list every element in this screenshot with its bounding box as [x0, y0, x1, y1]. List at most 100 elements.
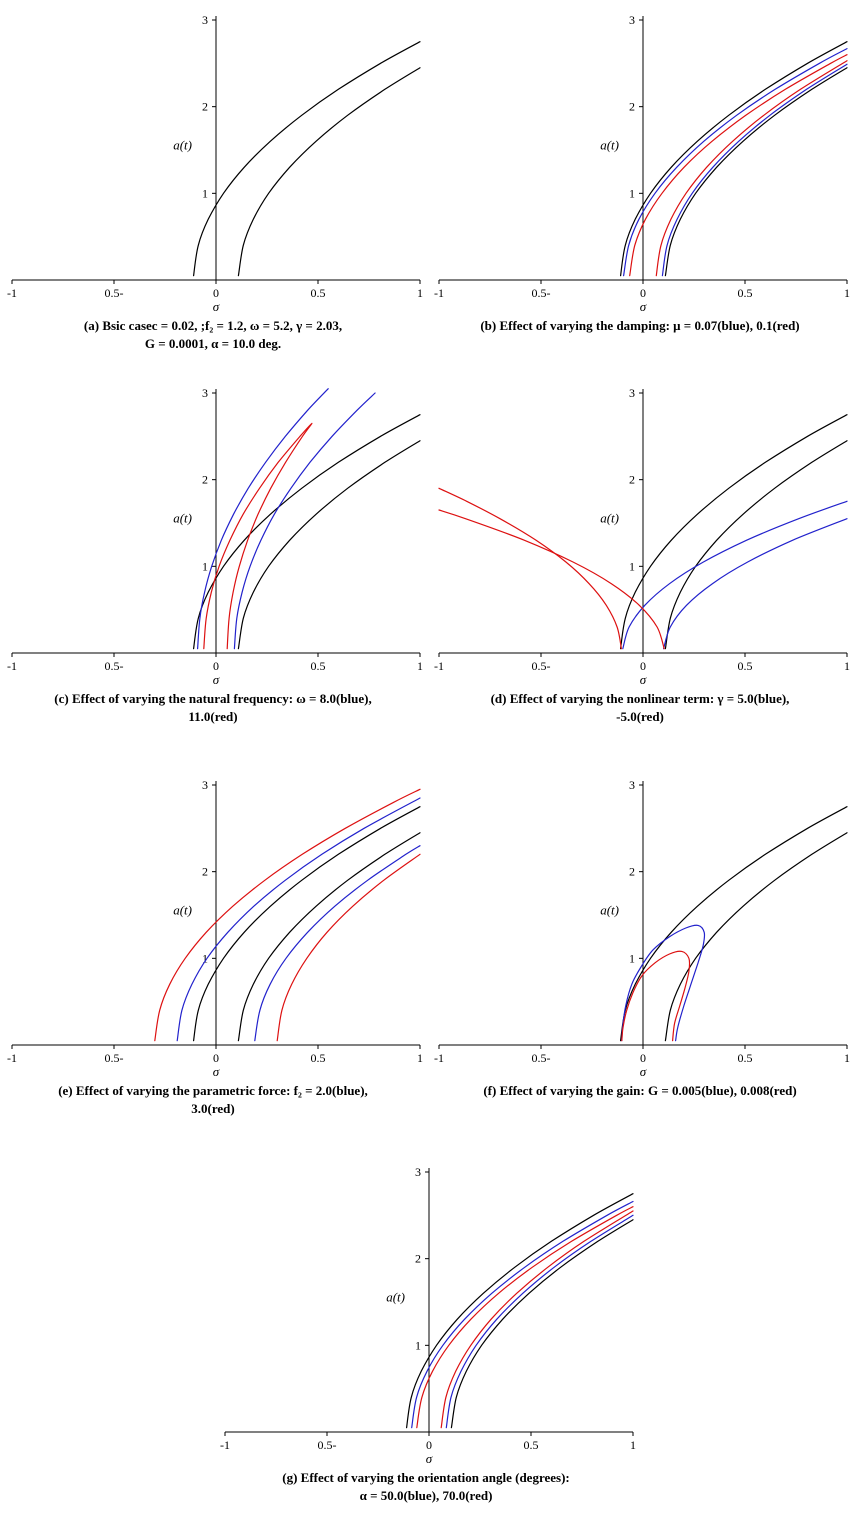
x-tick-label: 0: [213, 659, 219, 673]
y-tick-label: 1: [202, 186, 208, 200]
x-tick-label: 0.5: [311, 286, 326, 300]
y-tick-label: 3: [202, 13, 208, 27]
y-tick-label: 1: [415, 1338, 421, 1352]
curve-basic-left: [406, 1193, 634, 1429]
x-tick-label: 0.5-: [105, 1051, 124, 1065]
x-axis-label: σ: [426, 1451, 433, 1464]
curve-blue-left: [176, 797, 421, 1042]
x-tick-label: 0: [640, 659, 646, 673]
curve-blue-right: [663, 518, 848, 650]
x-axis-label: σ: [213, 672, 220, 685]
x-tick-label: 0.5-: [105, 286, 124, 300]
x-tick-label: 0.5: [738, 286, 753, 300]
curve-basic-right: [237, 440, 421, 650]
plot-caption: (b) Effect of varying the damping: μ = 0…: [427, 317, 853, 335]
figure-nonlinear-term: -1 0.5- 0 0.5 1 1 2 3 σ a(t) (d) Effect of varyin…: [427, 383, 853, 726]
y-axis-label: a(t): [600, 903, 619, 918]
x-tick-label: -1: [7, 659, 17, 673]
y-axis-label: a(t): [600, 511, 619, 526]
x-tick-label: 0.5: [524, 1438, 539, 1452]
x-tick-label: -1: [7, 286, 17, 300]
x-tick-label: 1: [630, 1438, 636, 1452]
y-tick-label: 3: [629, 778, 635, 792]
x-tick-label: 0.5: [738, 1051, 753, 1065]
x-tick-label: 0.5-: [532, 286, 551, 300]
plot-caption: (a) Bsic casec = 0.02, ;f₂ = 1.2, ω = 5.…: [0, 317, 426, 353]
caption-line: (d) Effect of varying the nonlinear term…: [490, 691, 790, 706]
x-tick-label: -1: [220, 1438, 230, 1452]
axis-text: -1 0.5- 0 0.5 1 1 2 3 σ a(t): [434, 13, 850, 312]
caption-line: (g) Effect of varying the orientation an…: [282, 1470, 570, 1485]
curve-red-right: [440, 1210, 634, 1429]
axis-text: -1 0.5- 0 0.5 1 1 2 3 σ a(t): [7, 13, 423, 312]
caption-line: (b) Effect of varying the damping: μ = 0…: [480, 318, 800, 333]
axes: [224, 1168, 634, 1436]
figure-gain: -1 0.5- 0 0.5 1 1 2 3 σ a(t) (f) Effect of varyin…: [427, 775, 853, 1100]
y-tick-label: 1: [629, 559, 635, 573]
axis-text: -1 0.5- 0 0.5 1 1 2 3 σ a(t): [220, 1165, 636, 1464]
x-tick-label: 1: [417, 286, 423, 300]
plot-canvas-nonlinear-term: -1 0.5- 0 0.5 1 1 2 3 σ a(t): [434, 386, 850, 685]
y-tick-label: 2: [629, 865, 635, 879]
figure-damping: -1 0.5- 0 0.5 1 1 2 3 σ a(t) (b) Effect of varyin…: [427, 10, 853, 335]
curve-basic-left: [620, 41, 848, 277]
y-tick-label: 2: [415, 1252, 421, 1266]
y-tick-label: 3: [415, 1165, 421, 1179]
y-axis-label: a(t): [173, 511, 192, 526]
x-tick-label: 1: [844, 286, 850, 300]
caption-line: -5.0(red): [616, 709, 664, 725]
curve-blue-right: [661, 63, 848, 277]
axes: [11, 389, 421, 657]
curve-red-left: [629, 54, 848, 277]
y-axis-label: a(t): [173, 903, 192, 918]
y-tick-label: 2: [629, 473, 635, 487]
curve-red-upper: [438, 487, 622, 650]
y-tick-label: 2: [202, 473, 208, 487]
caption-line: 3.0(red): [191, 1101, 235, 1117]
x-tick-label: 0.5: [311, 1051, 326, 1065]
curve-blue-right: [233, 392, 376, 650]
x-axis-label: σ: [640, 299, 647, 312]
curve-basic-right: [664, 440, 848, 650]
y-tick-label: 2: [629, 100, 635, 114]
axis-text: -1 0.5- 0 0.5 1 1 2 3 σ a(t): [7, 386, 423, 685]
y-tick-label: 2: [202, 865, 208, 879]
x-tick-label: -1: [434, 286, 444, 300]
curve-blue-right: [254, 845, 421, 1042]
x-tick-label: 0.5: [311, 659, 326, 673]
curve-red-loop: [621, 950, 691, 1042]
curve-red-lower: [438, 509, 665, 650]
plot-canvas-parametric-force: -1 0.5- 0 0.5 1 1 2 3 σ a(t): [7, 778, 423, 1077]
caption-line: (a) Bsic casec = 0.02, ;f₂ = 1.2, ω = 5.…: [83, 318, 343, 333]
x-tick-label: 0.5-: [532, 1051, 551, 1065]
x-tick-label: 0.5-: [318, 1438, 337, 1452]
curve-basic-right: [664, 832, 848, 1042]
plot-caption: (f) Effect of varying the gain: G = 0.00…: [427, 1082, 853, 1100]
plot-canvas-damping: -1 0.5- 0 0.5 1 1 2 3 σ a(t): [434, 13, 850, 312]
y-tick-label: 1: [629, 951, 635, 965]
curve-basic-right: [237, 832, 421, 1042]
plot-caption: (d) Effect of varying the nonlinear term…: [427, 690, 853, 726]
figure-basic-case: -1 0.5- 0 0.5 1 1 2 3 σ a(t) (a) Bsic casec = 0.0…: [0, 10, 426, 353]
caption-line: (e) Effect of varying the parametric for…: [58, 1083, 368, 1098]
x-tick-label: 0: [640, 1051, 646, 1065]
axes: [438, 781, 848, 1049]
curve-blue-left: [623, 48, 848, 277]
plot-caption: (c) Effect of varying the natural freque…: [0, 690, 426, 726]
x-tick-label: 0: [213, 286, 219, 300]
y-axis-label: a(t): [386, 1290, 405, 1305]
x-tick-label: 1: [417, 659, 423, 673]
caption-line: G = 0.0001, α = 10.0 deg.: [144, 336, 282, 352]
x-tick-label: 0.5-: [105, 659, 124, 673]
y-tick-label: 1: [629, 186, 635, 200]
x-axis-label: σ: [640, 672, 647, 685]
x-tick-label: 0.5-: [532, 659, 551, 673]
x-tick-label: 0.5: [738, 659, 753, 673]
curve-basic-left: [193, 806, 421, 1042]
curve-basic-left: [620, 806, 848, 1042]
x-axis-label: σ: [213, 299, 220, 312]
curve-blue-left: [622, 500, 848, 650]
y-tick-label: 1: [202, 951, 208, 965]
y-tick-label: 3: [629, 13, 635, 27]
